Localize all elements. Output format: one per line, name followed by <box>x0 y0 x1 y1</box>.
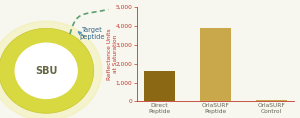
Bar <box>200 28 231 101</box>
Circle shape <box>0 21 102 118</box>
Bar <box>144 71 175 101</box>
Y-axis label: Reflectance Units
at Saturation: Reflectance Units at Saturation <box>107 28 118 80</box>
Circle shape <box>0 28 94 113</box>
Text: SBU: SBU <box>35 66 57 76</box>
Text: Target
peptide: Target peptide <box>80 27 105 40</box>
Bar <box>256 100 287 101</box>
Circle shape <box>14 42 78 99</box>
